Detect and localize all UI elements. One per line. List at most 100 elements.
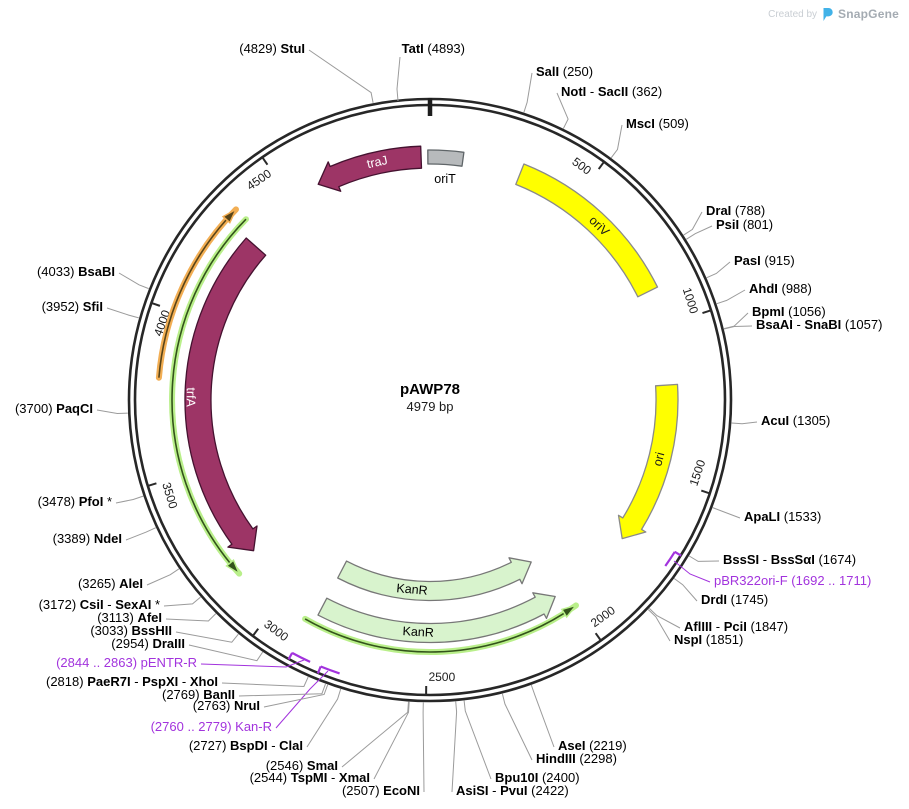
enzyme-leader-AfeI	[165, 613, 217, 622]
enzyme-leader-EcoNI	[422, 702, 425, 793]
enzyme-leader-StuI	[308, 49, 374, 103]
feature-label-oriT: oriT	[434, 172, 456, 186]
enzyme-leader-AhdI	[716, 289, 746, 305]
tick-4500	[261, 156, 269, 166]
tick-label-3000: 3000	[261, 617, 291, 644]
enzyme-label-AcuI: AcuI (1305)	[761, 413, 830, 428]
enzyme-label-pBR322ori-F: pBR322ori-F (1692 .. 1711)	[714, 573, 871, 588]
enzyme-label-BsaBI: (4033) BsaBI	[37, 264, 115, 279]
feature-label-KanR-outer: KanR	[402, 624, 434, 640]
enzyme-label-BanII: (2769) BanII	[162, 687, 235, 702]
plasmid-size: 4979 bp	[407, 399, 454, 414]
tick-3500	[147, 482, 157, 487]
enzyme-leader-NotI-SacII	[556, 92, 569, 129]
tick-label-1500: 1500	[687, 458, 709, 488]
tick-500	[597, 161, 605, 170]
enzyme-label-PaqCI: (3700) PaqCI	[15, 401, 93, 416]
enzyme-leader-PsiI	[686, 225, 713, 240]
enzyme-label-SfiI: (3952) SfiI	[42, 299, 103, 314]
enzyme-label-TspMI-XmaI: (2544) TspMI - XmaI	[250, 770, 370, 785]
enzyme-label-NotI-SacII: NotI - SacII (362)	[561, 84, 662, 99]
enzyme-label-HindIII: HindIII (2298)	[536, 751, 617, 766]
feature-trfA	[184, 237, 267, 552]
enzyme-leader-BsaBI	[118, 272, 149, 290]
enzyme-label-AhdI: AhdI (988)	[749, 281, 812, 296]
enzyme-leader-NspI	[647, 609, 671, 642]
enzyme-label-Bpu10I: Bpu10I (2400)	[495, 770, 580, 785]
enzyme-leader-HindIII	[501, 693, 533, 761]
feature-KanR-outer	[317, 592, 556, 644]
watermark-created-by: Created by	[768, 8, 818, 20]
tick-label-2500: 2500	[428, 670, 455, 684]
feature-label-traJ: traJ	[366, 153, 389, 171]
enzyme-label-PaeR7I-PspXI-XhoI: (2818) PaeR7I - PspXI - XhoI	[46, 674, 218, 689]
primer-mark-tick-Kan-R	[316, 666, 322, 674]
enzyme-leader-PaqCI	[96, 409, 128, 415]
enzyme-label-DraI: DraI (788)	[706, 203, 765, 218]
enzyme-label-PfoI: (3478) PfoI *	[38, 494, 112, 509]
enzyme-label-NspI: NspI (1851)	[674, 632, 743, 647]
feature-label-KanR-inner: KanR	[396, 581, 428, 598]
enzyme-label-CsiI-SexAI: (3172) CsiI - SexAI *	[39, 597, 160, 612]
feature-gene-arrow-trfa-line	[171, 218, 247, 564]
enzyme-leader-MscI	[610, 124, 623, 159]
enzyme-label-AleI: (3265) AleI	[78, 576, 143, 591]
enzyme-leader-ApaLI	[712, 507, 741, 519]
enzyme-leader-DrdI	[673, 578, 698, 602]
enzyme-leader-pENTR-R	[200, 659, 305, 668]
primer-mark-pBR322ori-F	[664, 551, 676, 567]
enzyme-leader-Bpu10I	[463, 700, 492, 780]
tick-label-1000: 1000	[680, 286, 702, 316]
enzyme-label-AflIII-PciI: AflIII - PciI (1847)	[684, 619, 788, 634]
enzyme-label-AfeI: (3113) AfeI	[97, 610, 162, 625]
enzyme-leader-BssHII	[175, 631, 239, 643]
tick-4000	[151, 301, 161, 307]
enzyme-leader-SfiI	[106, 307, 139, 319]
enzyme-leader-AleI	[146, 568, 180, 586]
tick-label-500: 500	[569, 154, 594, 177]
feature-orange-arc-line	[158, 219, 227, 378]
primer-mark-pENTR-R	[291, 651, 311, 663]
enzyme-leader-DraI	[683, 211, 703, 236]
tick-2000	[594, 632, 602, 642]
enzyme-label-Kan-R: (2760 .. 2779) Kan-R	[151, 719, 272, 734]
enzyme-leader-PaeR7I-PspXI-XhoI	[221, 676, 309, 688]
enzyme-leader-AflIII-PciI	[648, 608, 681, 629]
snapgene-logo-icon	[822, 7, 833, 21]
tick-label-4500: 4500	[244, 166, 274, 193]
primer-mark-tick-pENTR-R	[287, 652, 294, 660]
enzyme-label-SalI: SalI (250)	[536, 64, 593, 79]
enzyme-leader-SalI	[523, 72, 533, 113]
enzyme-leader-DraIII	[188, 644, 264, 662]
enzyme-label-PsiI: PsiI (801)	[716, 217, 773, 232]
tick-3000	[252, 628, 260, 637]
enzyme-label-BsaAI-SnaBI: BsaAI - SnaBI (1057)	[756, 317, 882, 332]
enzyme-label-ApaLI: ApaLI (1533)	[744, 509, 821, 524]
feature-orange-arc-arrowhead	[221, 207, 238, 224]
feature-KanR-inner	[337, 557, 532, 602]
enzyme-label-SmaI: (2546) SmaI	[266, 758, 338, 773]
enzyme-leader-PasI	[706, 261, 731, 279]
enzyme-leader-NruI	[263, 684, 329, 708]
enzyme-leader-Kan-R	[275, 670, 329, 729]
enzyme-label-DraIII: (2954) DraIII	[111, 636, 185, 651]
enzyme-label-TatI: TatI (4893)	[402, 41, 465, 56]
tick-1000	[702, 309, 712, 315]
enzyme-label-BspDI-ClaI: (2727) BspDI - ClaI	[189, 738, 303, 753]
enzyme-leader-BsaAI-SnaBI	[723, 325, 753, 330]
enzyme-label-PasI: PasI (915)	[734, 253, 795, 268]
feature-gene-arrow-kan-arrowhead	[560, 604, 579, 619]
feature-traJ	[317, 145, 423, 192]
enzyme-leader-CsiI-SexAI	[163, 596, 201, 607]
watermark: Created by SnapGene	[768, 7, 899, 21]
enzyme-label-StuI: (4829) StuI	[239, 41, 305, 56]
enzyme-leader-TspMI-XmaI	[373, 701, 410, 780]
enzyme-leader-SmaI	[341, 701, 409, 768]
feature-oriT	[427, 149, 465, 167]
feature-gene-arrow-kan-line	[304, 612, 565, 653]
enzyme-leader-TatI	[396, 56, 401, 102]
enzyme-label-BpmI: BpmI (1056)	[752, 304, 826, 319]
feature-ori	[617, 383, 679, 540]
enzyme-leader-AsiSI-PvuI	[451, 701, 458, 793]
